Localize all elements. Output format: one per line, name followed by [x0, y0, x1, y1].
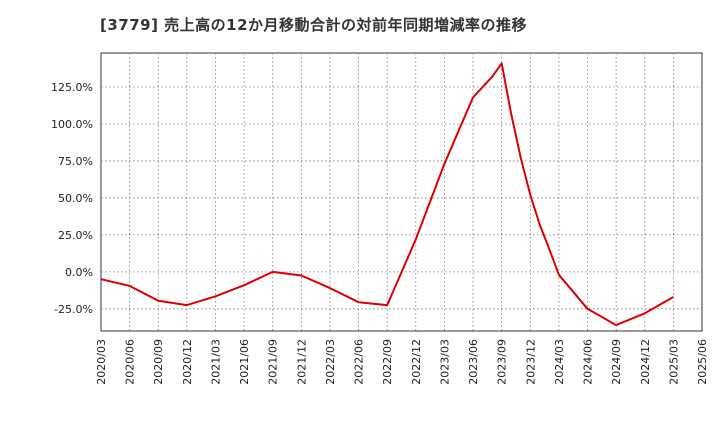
y-tick-label: 75.0% [58, 155, 93, 168]
x-tick-label: 2022/12 [410, 339, 423, 385]
series-line [100, 62, 674, 327]
x-tick-label: 2025/06 [696, 339, 709, 385]
x-axis-tick-labels: 2020/03 2020/06 2020/09 2020/12 2021/03 2021/… [95, 339, 709, 385]
plot-area [100, 52, 703, 332]
x-tick-label: 2021/06 [238, 339, 251, 385]
y-tick-label: 100.0% [51, 118, 93, 131]
x-tick-label: 2020/06 [124, 339, 137, 385]
x-tick-label: 2022/06 [353, 339, 366, 385]
x-tick-label: 2021/03 [209, 339, 222, 385]
x-tick-label: 2024/03 [553, 339, 566, 385]
y-tick-label: 0.0% [65, 266, 93, 279]
y-tick-label: -25.0% [54, 303, 93, 316]
x-tick-label: 2022/09 [381, 339, 394, 385]
x-tick-label: 2020/03 [95, 339, 108, 385]
y-tick-label: 50.0% [58, 192, 93, 205]
x-tick-label: 2023/12 [524, 339, 537, 385]
x-tick-label: 2023/03 [438, 339, 451, 385]
x-tick-label: 2020/12 [181, 339, 194, 385]
x-tick-label: 2020/09 [152, 339, 165, 385]
x-tick-label: 2024/06 [582, 339, 595, 385]
x-tick-label: 2022/03 [324, 339, 337, 385]
x-tick-label: 2023/06 [467, 339, 480, 385]
chart-title: [3779] 売上高の12か月移動合計の対前年同期増減率の推移 [100, 16, 528, 34]
x-tick-label: 2021/09 [267, 339, 280, 385]
x-tick-label: 2024/12 [639, 339, 652, 385]
y-axis-tick-labels: -25.0% 0.0% 25.0% 50.0% 75.0% 100.0% 125.0% [51, 81, 93, 316]
y-tick-label: 25.0% [58, 229, 93, 242]
x-tick-label: 2021/12 [295, 339, 308, 385]
y-tick-label: 125.0% [51, 81, 93, 94]
x-tick-label: 2024/09 [610, 339, 623, 385]
x-tick-label: 2023/09 [496, 339, 509, 385]
x-tick-label: 2025/03 [667, 339, 680, 385]
